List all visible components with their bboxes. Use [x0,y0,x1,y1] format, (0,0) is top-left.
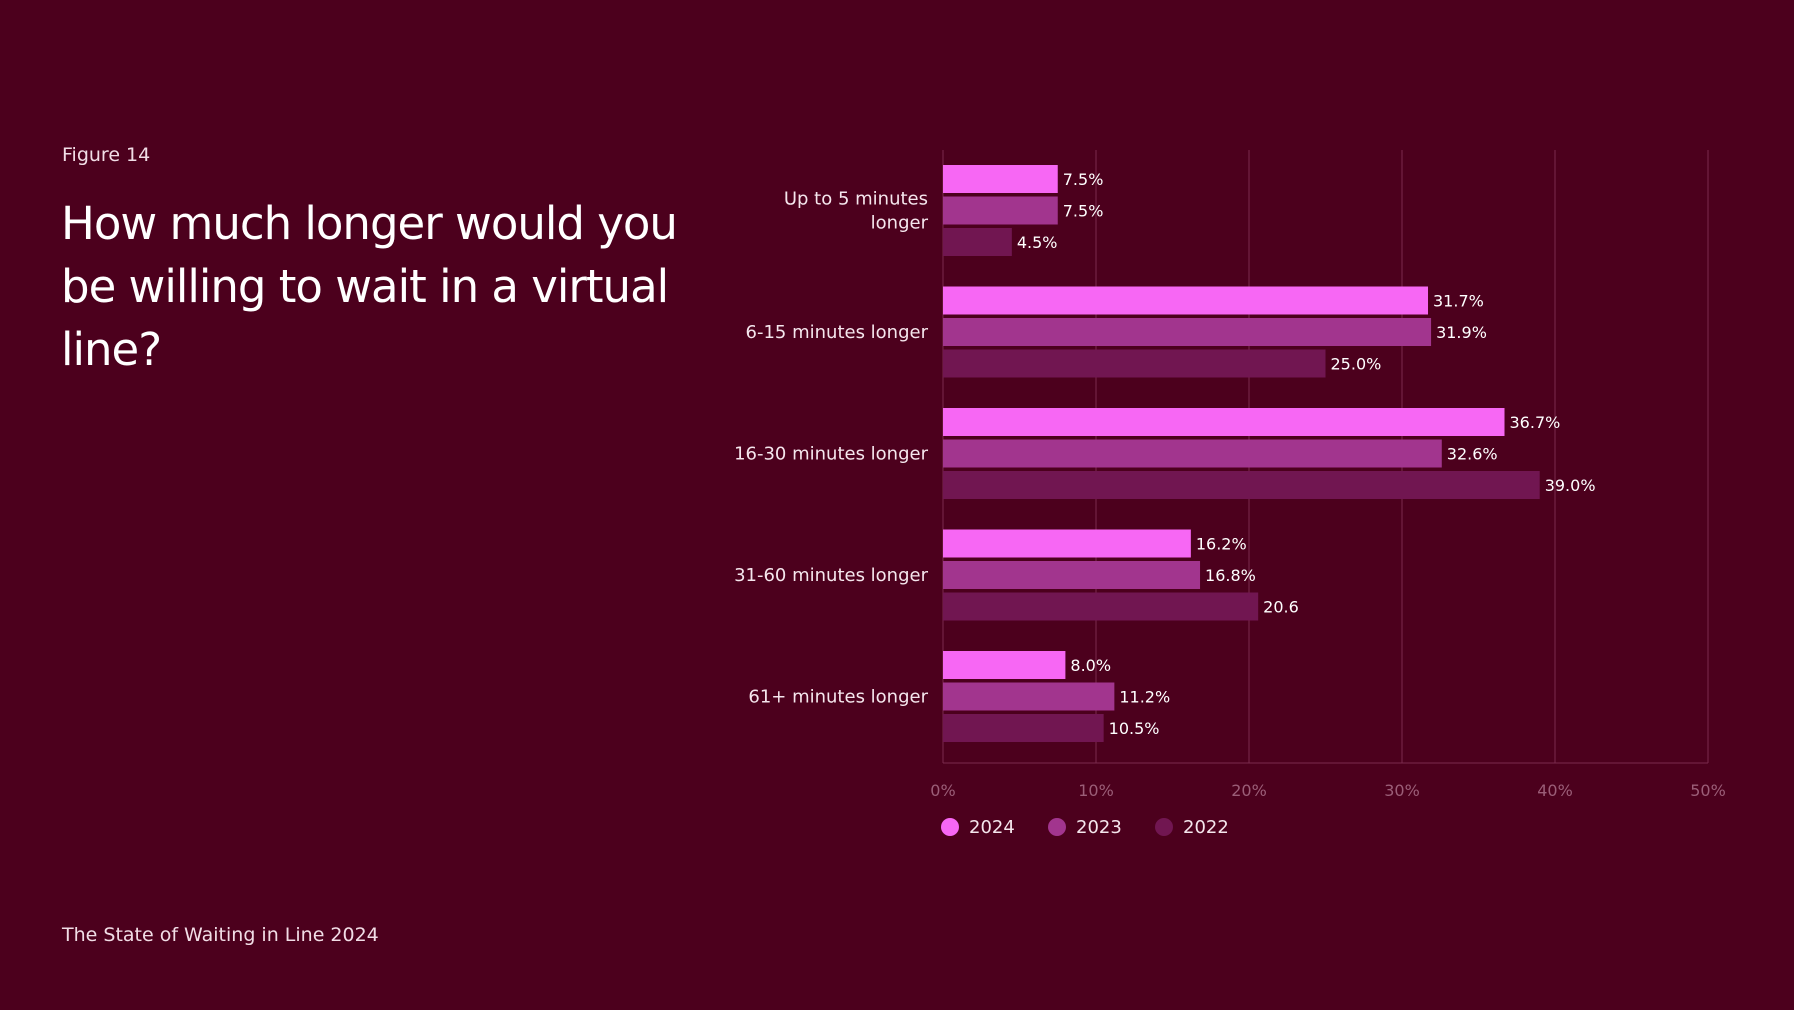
category-label: 6-15 minutes longer [746,322,929,343]
legend-swatch-2022 [1155,818,1173,836]
bar-2022 [943,228,1012,256]
data-label: 11.2% [1119,688,1170,707]
legend-label-2023: 2023 [1076,817,1122,838]
bar-2024 [943,651,1066,679]
data-label: 16.2% [1196,535,1247,554]
bar-2024 [943,529,1191,558]
bar-2022 [943,349,1326,378]
legend-swatch-2023 [1048,818,1066,836]
category-label: 16-30 minutes longer [734,444,929,465]
chart-title: How much longer would you be willing to … [61,197,678,376]
data-label: 25.0% [1331,355,1382,374]
bar-2023 [943,682,1115,711]
bar-2022 [943,714,1104,742]
figure-label: Figure 14 [62,144,151,166]
legend-swatch-2024 [941,818,959,836]
x-tick-label: 20% [1231,781,1267,800]
data-label: 39.0% [1545,476,1596,495]
data-label: 10.5% [1109,719,1160,738]
category-label: 31-60 minutes longer [734,565,929,586]
category-label: 61+ minutes longer [748,687,928,708]
legend-label-2024: 2024 [969,817,1015,838]
x-tick-label: 40% [1537,781,1573,800]
category-label: Up to 5 minutes longer [784,189,929,234]
data-label: 16.8% [1205,566,1256,585]
x-tick-label: 0% [930,781,955,800]
data-label: 20.6 [1263,598,1299,617]
bar-2024 [943,408,1505,436]
data-label: 4.5% [1017,233,1058,252]
data-label: 32.6% [1447,445,1498,464]
bar-2022 [943,592,1259,621]
bar-2023 [943,196,1058,225]
bar-2023 [943,439,1442,468]
data-label: 7.5% [1063,170,1104,189]
bar-2024 [943,165,1058,193]
bar-2022 [943,471,1540,499]
data-label: 31.9% [1436,323,1487,342]
data-label: 8.0% [1070,656,1111,675]
bar-2024 [943,286,1429,315]
data-label: 31.7% [1433,292,1484,311]
data-label: 7.5% [1063,202,1104,221]
x-tick-label: 30% [1384,781,1420,800]
bar-2023 [943,318,1432,346]
x-tick-label: 10% [1078,781,1114,800]
bar-2023 [943,561,1201,589]
footer-text: The State of Waiting in Line 2024 [62,924,379,946]
x-tick-label: 50% [1690,781,1726,800]
legend-label-2022: 2022 [1183,817,1229,838]
data-label: 36.7% [1510,413,1561,432]
